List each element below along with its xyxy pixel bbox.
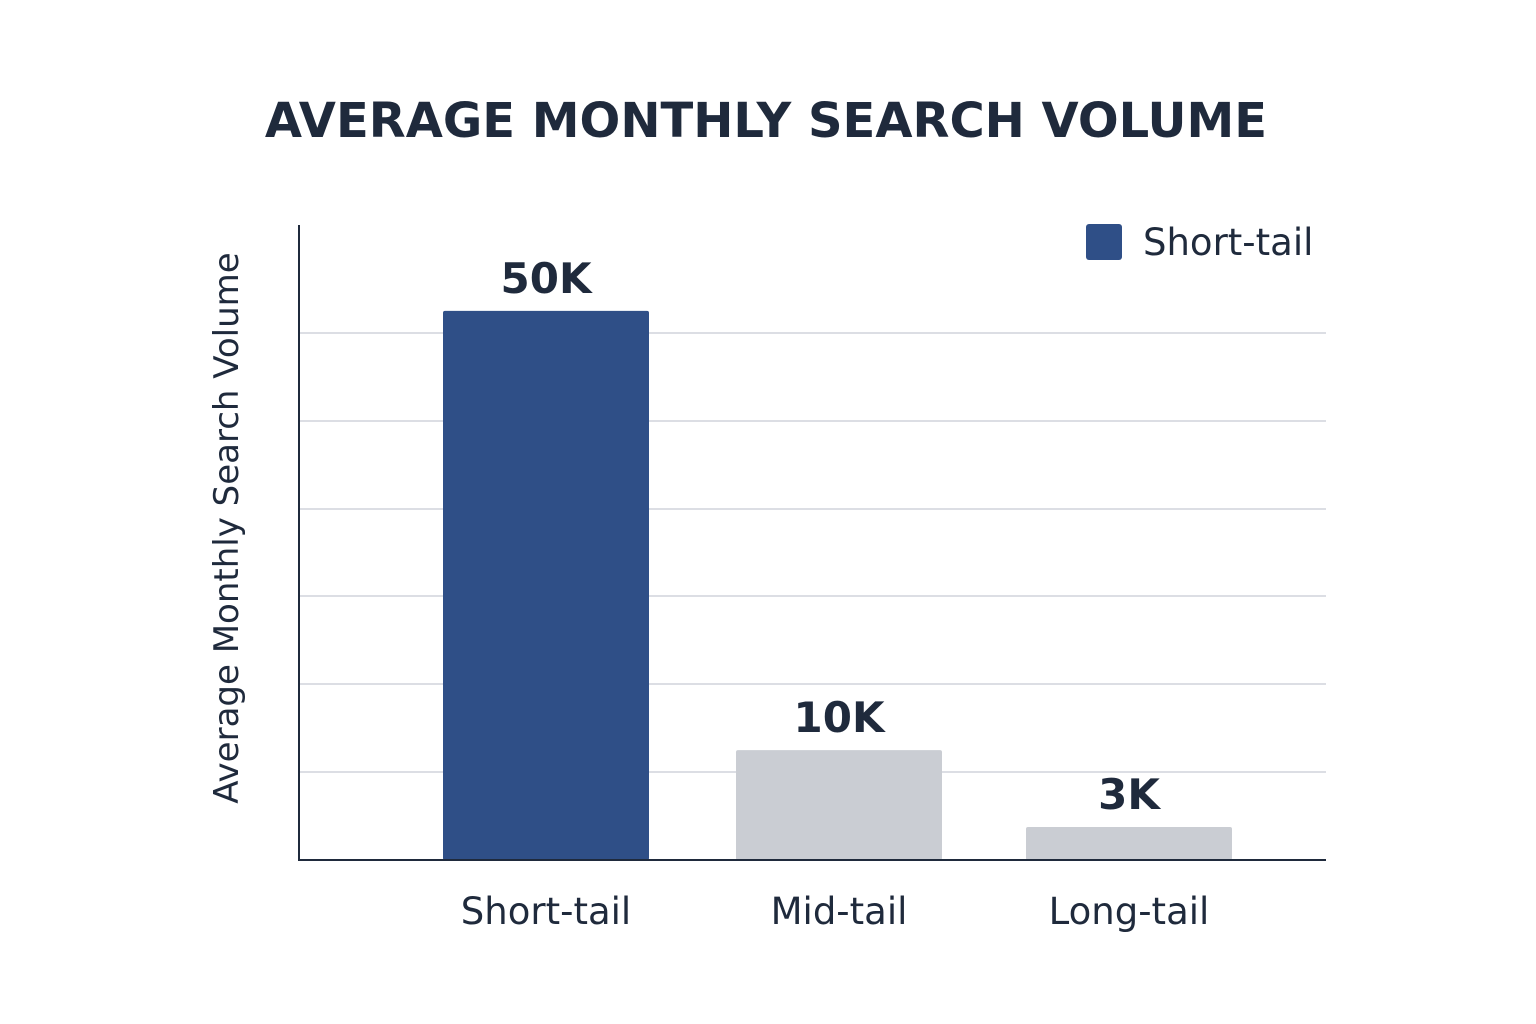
data-label-mid-tail: 10K bbox=[794, 693, 886, 742]
legend-swatch-short-tail bbox=[1086, 224, 1122, 260]
y-axis-label: Average Monthly Search Volume bbox=[207, 252, 247, 803]
data-label-short-tail: 50K bbox=[501, 254, 593, 303]
x-tick-label-long-tail: Long-tail bbox=[1049, 890, 1210, 933]
x-tick-label-mid-tail: Mid-tail bbox=[771, 890, 908, 933]
bar-long-tail bbox=[1026, 827, 1232, 860]
bars bbox=[443, 310, 1232, 861]
chart-title: AVERAGE MONTHLY SEARCH VOLUME bbox=[265, 93, 1267, 149]
x-tick-label-short-tail: Short-tail bbox=[461, 890, 631, 933]
bar-mid-tail bbox=[736, 750, 942, 860]
x-tick-labels: Short-tail Mid-tail Long-tail bbox=[461, 890, 1210, 933]
bar-short-tail bbox=[443, 310, 649, 861]
data-label-long-tail: 3K bbox=[1098, 770, 1161, 819]
legend: Short-tail bbox=[1086, 221, 1313, 264]
data-labels: 50K 10K 3K bbox=[501, 254, 1162, 819]
legend-label-short-tail: Short-tail bbox=[1143, 221, 1313, 264]
